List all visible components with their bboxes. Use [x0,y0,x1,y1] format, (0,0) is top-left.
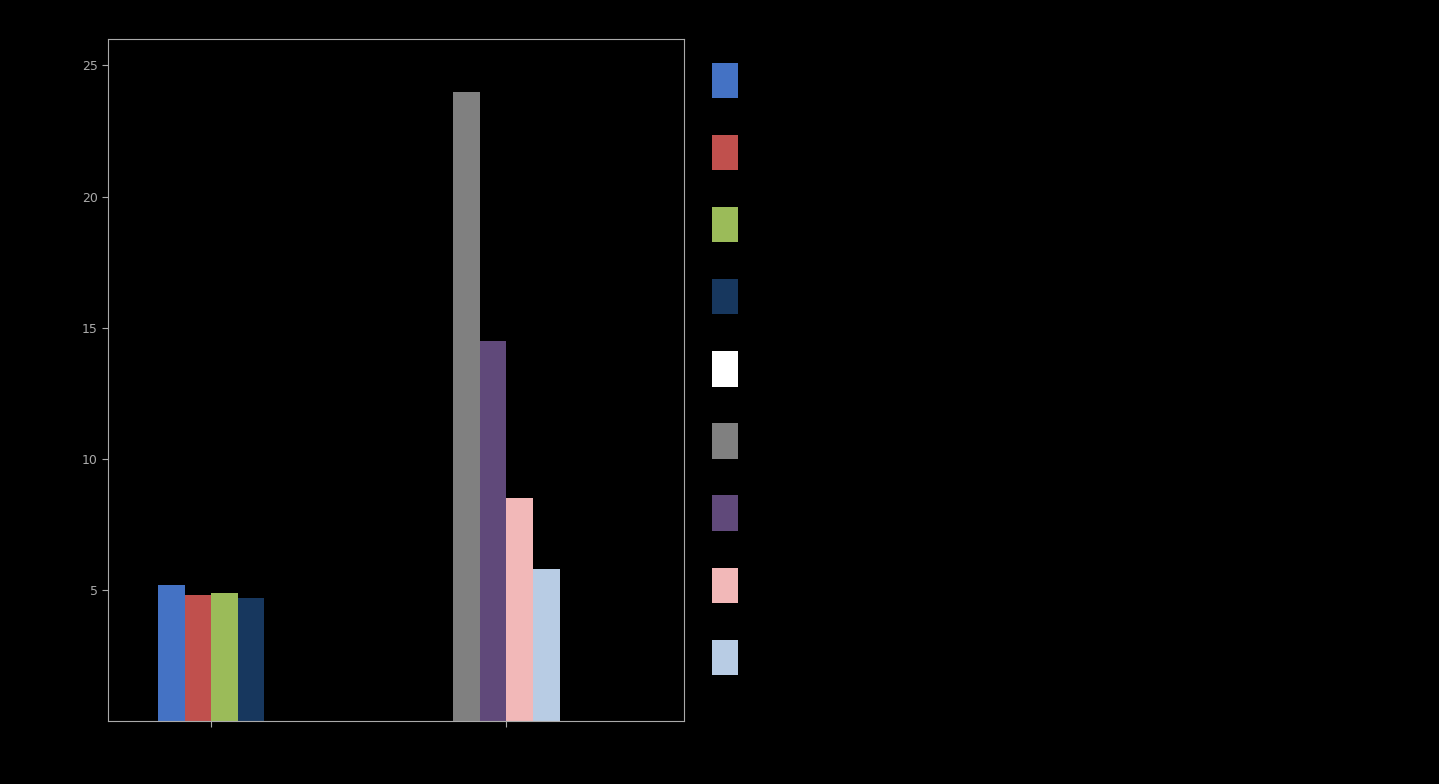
Bar [184,595,212,721]
Bar [532,569,560,721]
Bar [453,92,479,721]
Bar [507,499,532,721]
Bar [237,598,265,721]
Bar [479,341,507,721]
Bar [212,593,237,721]
Bar [158,585,184,721]
